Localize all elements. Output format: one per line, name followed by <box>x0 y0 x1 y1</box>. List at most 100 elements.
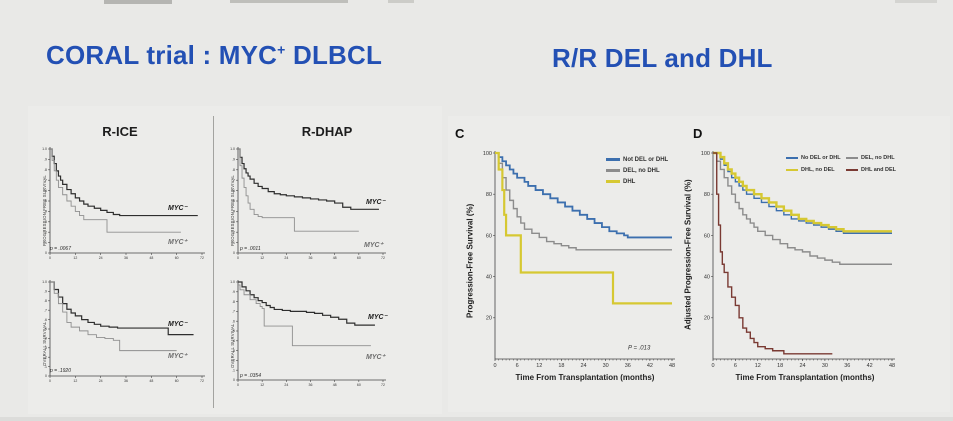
svg-text:.7: .7 <box>232 178 235 182</box>
svg-text:36: 36 <box>625 363 631 369</box>
svg-text:6: 6 <box>734 363 737 369</box>
svg-text:.4: .4 <box>44 210 47 214</box>
legend-item: DHL and DEL <box>846 165 914 176</box>
column-divider <box>213 116 214 408</box>
svg-text:1.0: 1.0 <box>42 147 47 151</box>
svg-text:20: 20 <box>486 316 492 322</box>
legend-label: DHL <box>623 178 636 185</box>
svg-text:0: 0 <box>45 251 47 255</box>
svg-text:30: 30 <box>822 363 828 369</box>
svg-text:12: 12 <box>260 383 264 387</box>
x-axis-label-panel-d: Time From Transplantation (months) <box>735 373 875 382</box>
svg-text:.2: .2 <box>44 230 47 234</box>
svg-text:60: 60 <box>357 383 361 387</box>
km-chart-rice-os: 1.0 .9 .8 .7 .6 .5 .4 .3 .2 .1 00 12 24 36 48 60 72 <box>42 280 205 383</box>
panel-label-d: D <box>693 126 703 141</box>
legend-item: DHL <box>606 176 668 187</box>
svg-text:100: 100 <box>701 151 710 157</box>
svg-text:.6: .6 <box>232 189 235 193</box>
curve-label-myc-pos: MYC⁺ <box>364 242 384 249</box>
svg-text:72: 72 <box>200 256 204 260</box>
svg-text:.1: .1 <box>44 365 47 369</box>
svg-text:.8: .8 <box>44 168 47 172</box>
svg-text:24: 24 <box>99 379 103 383</box>
svg-text:.5: .5 <box>232 329 235 333</box>
legend-swatch-blue <box>606 158 620 161</box>
svg-text:60: 60 <box>175 379 179 383</box>
curve-label-myc-pos: MYC⁺ <box>168 239 188 246</box>
section-title-left: CORAL trial : MYC+ DLBCL <box>46 40 382 71</box>
y-axis-label-panel-c: Progression-Free Survival (%) <box>466 203 475 318</box>
svg-text:.2: .2 <box>232 359 235 363</box>
svg-text:.8: .8 <box>232 168 235 172</box>
svg-text:.1: .1 <box>232 368 235 372</box>
p-value-panel-c: P = .013 <box>628 344 651 351</box>
svg-text:0: 0 <box>233 378 235 382</box>
svg-text:42: 42 <box>647 363 653 369</box>
legend-label: DHL and DEL <box>861 167 897 173</box>
km-chart-panel-d: 100 80 60 40 20 0 6 12 18 24 30 36 42 48 <box>701 151 895 369</box>
svg-text:.9: .9 <box>44 158 47 162</box>
curve-label-myc-neg: MYC⁻ <box>168 321 188 328</box>
svg-text:60: 60 <box>486 233 492 239</box>
svg-text:0: 0 <box>45 374 47 378</box>
svg-text:.6: .6 <box>232 319 235 323</box>
top-edge-artifact <box>230 0 348 3</box>
svg-text:24: 24 <box>284 256 288 260</box>
svg-text:36: 36 <box>844 363 850 369</box>
svg-text:48: 48 <box>149 379 153 383</box>
svg-text:36: 36 <box>124 379 128 383</box>
svg-text:0: 0 <box>237 256 239 260</box>
svg-text:.1: .1 <box>232 241 235 245</box>
svg-text:24: 24 <box>799 363 805 369</box>
svg-text:12: 12 <box>536 363 542 369</box>
svg-text:.1: .1 <box>44 241 47 245</box>
svg-text:24: 24 <box>284 383 288 387</box>
svg-text:48: 48 <box>889 363 895 369</box>
legend-swatch-blue <box>786 156 798 160</box>
svg-text:80: 80 <box>704 192 710 198</box>
svg-text:0: 0 <box>237 383 239 387</box>
svg-text:.7: .7 <box>44 308 47 312</box>
svg-text:.9: .9 <box>44 290 47 294</box>
svg-text:12: 12 <box>73 256 77 260</box>
svg-text:.7: .7 <box>232 310 235 314</box>
p-value-rdhap-pfs: p = .0011 <box>240 246 261 252</box>
svg-text:.9: .9 <box>232 290 235 294</box>
svg-text:42: 42 <box>867 363 873 369</box>
svg-text:0: 0 <box>49 379 51 383</box>
svg-text:18: 18 <box>558 363 564 369</box>
svg-text:.2: .2 <box>232 230 235 234</box>
plot-header-rice: R-ICE <box>102 124 138 139</box>
legend-label: DHL, no DEL <box>801 167 835 173</box>
svg-text:100: 100 <box>483 151 492 157</box>
svg-text:0: 0 <box>49 256 51 260</box>
legend-item: DHL, no DEL <box>786 165 846 176</box>
legend-item: No DEL or DHL <box>786 153 846 164</box>
legend-item: Not DEL or DHL <box>606 154 668 165</box>
plot-header-rdhap: R-DHAP <box>301 124 353 139</box>
svg-text:48: 48 <box>669 363 675 369</box>
legend-item: DEL, no DHL <box>606 165 668 176</box>
top-edge-artifact <box>388 0 414 3</box>
svg-text:60: 60 <box>357 256 361 260</box>
svg-text:72: 72 <box>381 383 385 387</box>
svg-text:.3: .3 <box>44 346 47 350</box>
km-chart-rdhap-pfs: 1.0 .9 .8 .7 .6 .5 .4 .3 .2 .1 00 12 24 36 48 60 72 <box>230 147 386 260</box>
svg-text:.4: .4 <box>232 339 235 343</box>
curve-label-myc-neg: MYC⁻ <box>168 205 188 212</box>
svg-text:12: 12 <box>73 379 77 383</box>
km-chart-rice-pfs: 1.0 .9 .8 .7 .6 .5 .4 .3 .2 .1 00 12 24 36 48 60 72 <box>42 147 205 260</box>
legend-swatch-yellow <box>606 180 620 183</box>
svg-text:.2: .2 <box>44 355 47 359</box>
svg-text:.4: .4 <box>232 210 235 214</box>
legend-label: DEL, no DHL <box>861 155 895 161</box>
title-left-superscript: + <box>277 41 286 58</box>
legend-swatch-gray <box>846 156 858 160</box>
title-left-suffix: DLBCL <box>285 40 383 70</box>
svg-text:40: 40 <box>486 275 492 281</box>
svg-text:.5: .5 <box>44 199 47 203</box>
svg-text:20: 20 <box>704 316 710 322</box>
svg-text:0: 0 <box>711 363 714 369</box>
